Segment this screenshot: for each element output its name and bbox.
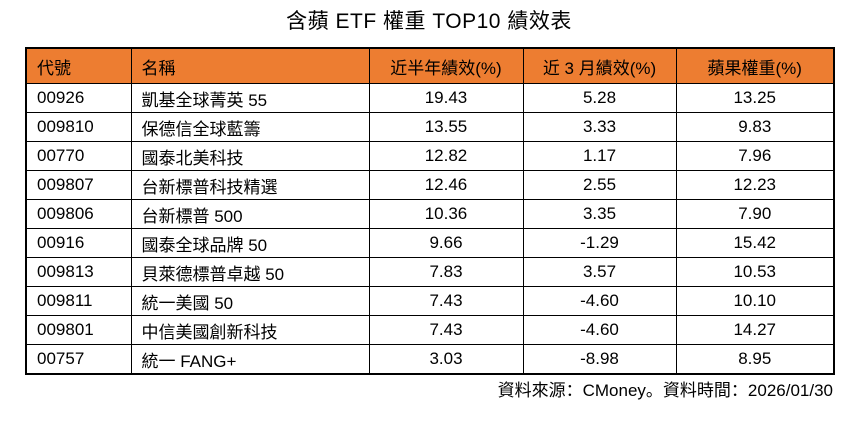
cell-half-year-return: 13.55 — [368, 112, 524, 142]
column-header-code: 代號 — [25, 47, 132, 84]
cell-three-month-return: 5.28 — [522, 83, 677, 113]
cell-code: 00926 — [25, 83, 132, 113]
cell-half-year-return: 7.43 — [368, 315, 524, 345]
cell-name: 貝萊德標普卓越 50 — [130, 257, 370, 287]
cell-three-month-return: 3.35 — [522, 199, 677, 229]
table-row: 009811 統一美國 50 7.43 -4.60 10.10 — [25, 286, 835, 316]
cell-half-year-return: 9.66 — [368, 228, 524, 258]
table-row: 009806 台新標普 500 10.36 3.35 7.90 — [25, 199, 835, 229]
cell-name: 國泰北美科技 — [130, 141, 370, 171]
cell-apple-weight: 13.25 — [675, 83, 835, 113]
table-row: 00770 國泰北美科技 12.82 1.17 7.96 — [25, 141, 835, 171]
table-row: 009810 保德信全球藍籌 13.55 3.33 9.83 — [25, 112, 835, 142]
cell-three-month-return: 2.55 — [522, 170, 677, 200]
cell-name: 中信美國創新科技 — [130, 315, 370, 345]
cell-apple-weight: 10.10 — [675, 286, 835, 316]
cell-half-year-return: 10.36 — [368, 199, 524, 229]
cell-half-year-return: 3.03 — [368, 344, 524, 375]
cell-three-month-return: 3.57 — [522, 257, 677, 287]
cell-name: 保德信全球藍籌 — [130, 112, 370, 142]
source-note: 資料來源：CMoney。資料時間：2026/01/30 — [497, 381, 833, 400]
cell-name: 台新標普科技精選 — [130, 170, 370, 200]
table-row: 009801 中信美國創新科技 7.43 -4.60 14.27 — [25, 315, 835, 345]
cell-code: 009811 — [25, 286, 132, 316]
cell-name: 台新標普 500 — [130, 199, 370, 229]
cell-apple-weight: 7.90 — [675, 199, 835, 229]
table-row: 00916 國泰全球品牌 50 9.66 -1.29 15.42 — [25, 228, 835, 258]
cell-half-year-return: 12.82 — [368, 141, 524, 171]
cell-apple-weight: 8.95 — [675, 344, 835, 375]
column-header-three-month-return: 近 3 月績效(%) — [522, 47, 677, 84]
cell-name: 統一 FANG+ — [130, 344, 370, 375]
cell-half-year-return: 19.43 — [368, 83, 524, 113]
cell-code: 009807 — [25, 170, 132, 200]
cell-half-year-return: 12.46 — [368, 170, 524, 200]
cell-apple-weight: 10.53 — [675, 257, 835, 287]
cell-half-year-return: 7.83 — [368, 257, 524, 287]
cell-apple-weight: 7.96 — [675, 141, 835, 171]
cell-three-month-return: -1.29 — [522, 228, 677, 258]
column-header-half-year-return: 近半年績效(%) — [368, 47, 524, 84]
cell-three-month-return: -4.60 — [522, 286, 677, 316]
cell-three-month-return: 3.33 — [522, 112, 677, 142]
table-row: 00757 統一 FANG+ 3.03 -8.98 8.95 — [25, 344, 835, 375]
cell-three-month-return: -8.98 — [522, 344, 677, 375]
cell-name: 國泰全球品牌 50 — [130, 228, 370, 258]
table-row: 009807 台新標普科技精選 12.46 2.55 12.23 — [25, 170, 835, 200]
cell-code: 00757 — [25, 344, 132, 375]
cell-code: 00916 — [25, 228, 132, 258]
table-row: 009813 貝萊德標普卓越 50 7.83 3.57 10.53 — [25, 257, 835, 287]
cell-name: 凱基全球菁英 55 — [130, 83, 370, 113]
cell-apple-weight: 15.42 — [675, 228, 835, 258]
cell-apple-weight: 12.23 — [675, 170, 835, 200]
column-header-name: 名稱 — [130, 47, 370, 84]
cell-code: 009810 — [25, 112, 132, 142]
cell-half-year-return: 7.43 — [368, 286, 524, 316]
cell-name: 統一美國 50 — [130, 286, 370, 316]
cell-three-month-return: -4.60 — [522, 315, 677, 345]
cell-apple-weight: 9.83 — [675, 112, 835, 142]
table-header-row: 代號 名稱 近半年績效(%) 近 3 月績效(%) 蘋果權重(%) — [25, 47, 835, 84]
page-title: 含蘋 ETF 權重 TOP10 績效表 — [286, 10, 572, 33]
cell-code: 00770 — [25, 141, 132, 171]
etf-performance-table: 代號 名稱 近半年績效(%) 近 3 月績效(%) 蘋果權重(%) 00926 … — [25, 47, 835, 375]
cell-code: 009801 — [25, 315, 132, 345]
cell-three-month-return: 1.17 — [522, 141, 677, 171]
cell-apple-weight: 14.27 — [675, 315, 835, 345]
table-row: 00926 凱基全球菁英 55 19.43 5.28 13.25 — [25, 83, 835, 113]
cell-code: 009813 — [25, 257, 132, 287]
cell-code: 009806 — [25, 199, 132, 229]
column-header-apple-weight: 蘋果權重(%) — [675, 47, 835, 84]
